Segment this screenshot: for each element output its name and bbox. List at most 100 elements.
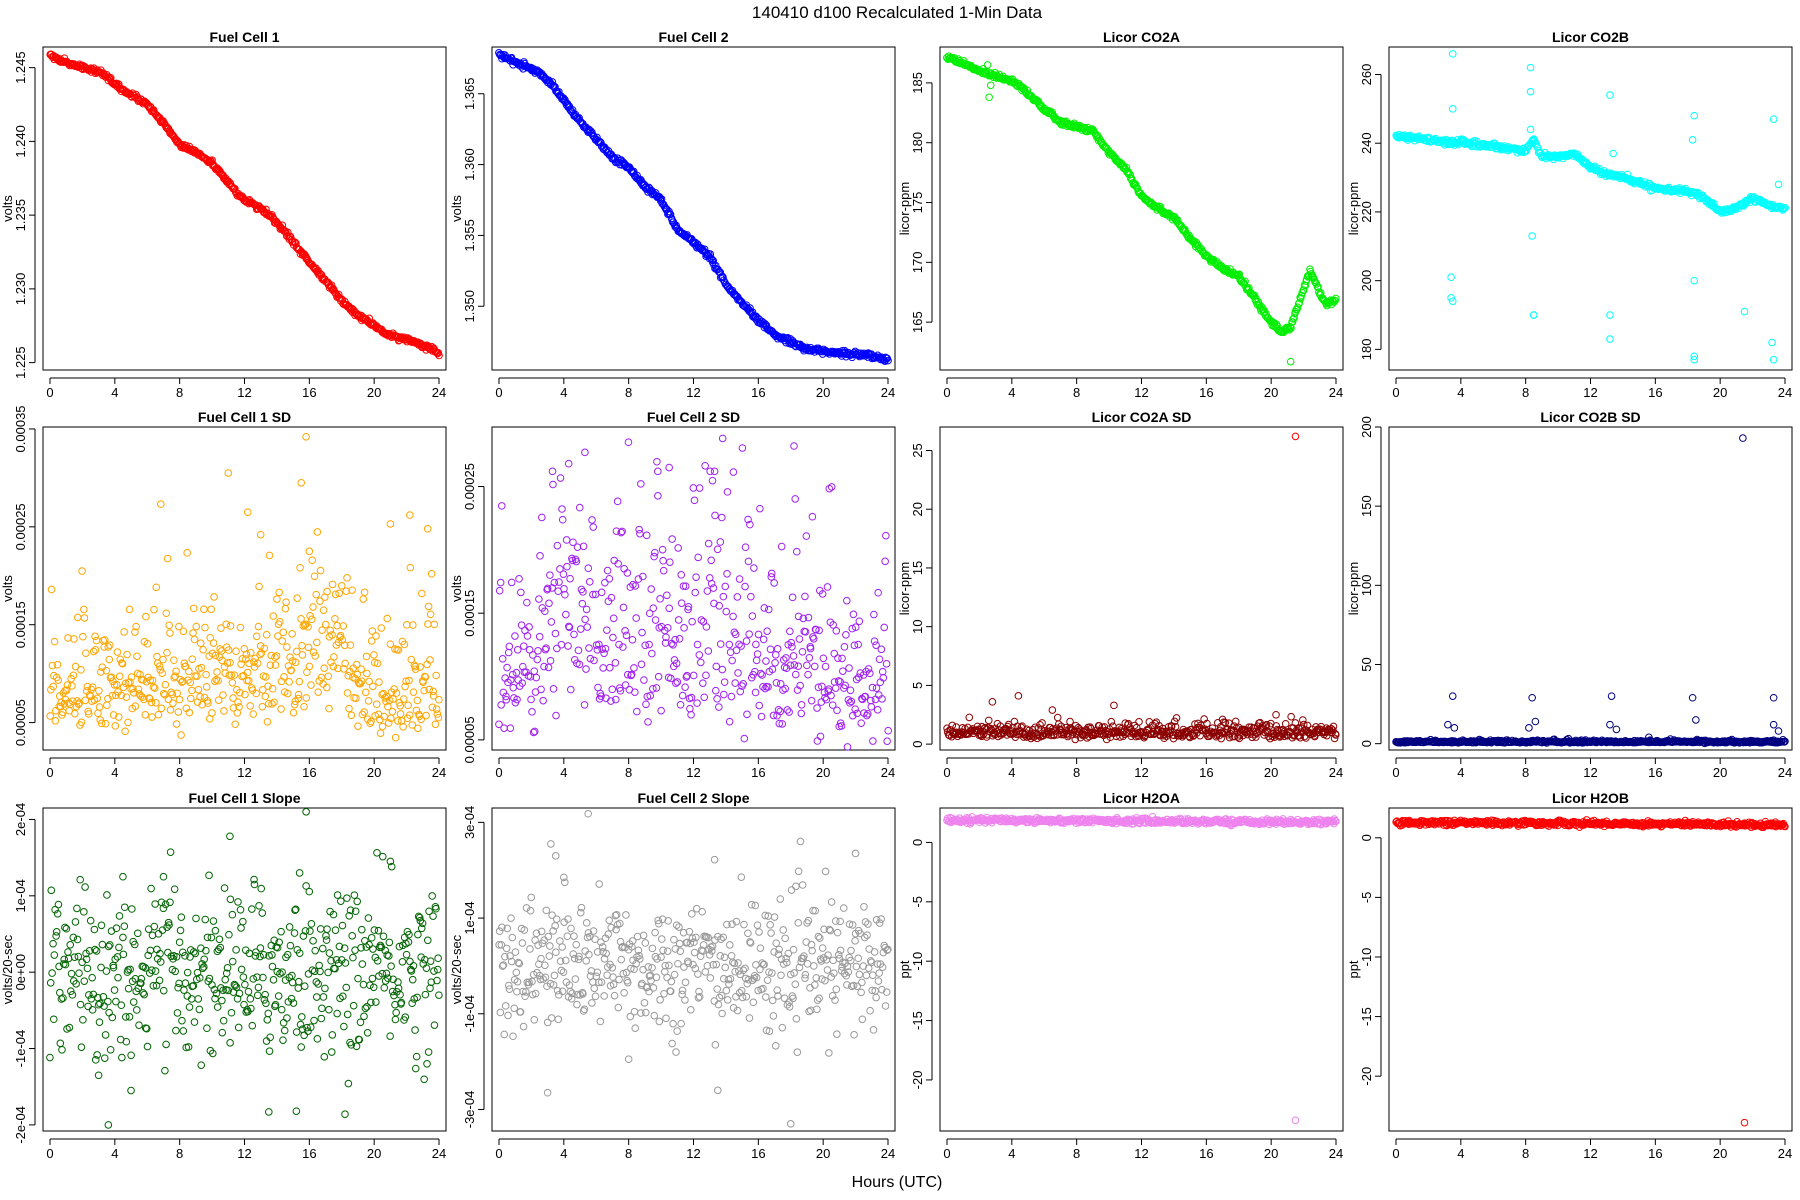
outlier-point	[305, 547, 314, 556]
data-point	[151, 900, 159, 908]
data-point	[645, 184, 654, 193]
data-point	[157, 500, 165, 508]
outlier-point	[1740, 307, 1749, 316]
data-point	[190, 1018, 199, 1026]
x-tick-label: 12	[237, 765, 251, 780]
data-point	[265, 551, 274, 560]
outlier-point	[1272, 710, 1280, 719]
data-point	[209, 917, 218, 925]
data-point	[224, 646, 233, 654]
data-point	[552, 87, 561, 96]
data-point	[428, 703, 437, 712]
data-point	[792, 547, 801, 556]
data-point	[265, 1047, 274, 1055]
data-point	[363, 1002, 371, 1011]
data-point	[360, 1012, 368, 1021]
data-point	[577, 585, 586, 594]
data-point	[279, 1018, 288, 1027]
data-point	[618, 527, 626, 536]
data-point	[49, 1015, 58, 1024]
data-point	[422, 711, 430, 720]
data-point	[435, 351, 443, 360]
data-point	[616, 686, 625, 695]
data-point	[175, 979, 183, 988]
data-point	[177, 731, 185, 739]
data-point	[106, 1045, 115, 1054]
data-point	[334, 664, 342, 673]
data-point	[497, 701, 505, 709]
data-point	[661, 639, 670, 647]
data-point	[542, 644, 550, 652]
data-point	[63, 681, 72, 689]
y-tick-label: 5	[910, 682, 925, 689]
data-point	[387, 962, 395, 970]
data-point	[77, 1043, 86, 1051]
data-point	[151, 967, 160, 975]
data-point	[729, 612, 737, 621]
data-point	[246, 995, 255, 1003]
data-point	[498, 654, 507, 663]
data-point	[123, 650, 131, 659]
data-point	[234, 898, 242, 906]
data-point	[343, 689, 352, 697]
data-point	[675, 634, 684, 643]
data-point	[333, 621, 341, 630]
data-point	[379, 932, 388, 941]
data-point	[304, 970, 313, 978]
panel-title: Fuel Cell 1	[209, 29, 279, 45]
data-point	[291, 658, 300, 667]
data-point	[329, 662, 338, 671]
data-point	[105, 641, 114, 650]
data-point	[870, 610, 878, 619]
data-point	[352, 694, 360, 702]
data-point	[735, 575, 744, 583]
data-point	[837, 722, 846, 730]
outlier-point	[581, 448, 589, 457]
data-point	[248, 905, 256, 913]
data-point	[119, 683, 128, 692]
data-point	[513, 646, 522, 654]
data-point	[615, 640, 623, 649]
data-point	[702, 671, 710, 680]
outlier-point	[406, 511, 414, 519]
outlier-point	[1607, 692, 1616, 700]
data-point	[122, 1037, 131, 1046]
data-point	[185, 667, 193, 676]
data-point	[517, 588, 525, 597]
data-point	[495, 720, 503, 729]
data-point	[124, 718, 132, 727]
data-point	[385, 938, 394, 947]
y-tick-label: 180	[910, 132, 925, 154]
data-point	[69, 933, 78, 942]
data-point	[169, 699, 177, 707]
data-point	[495, 586, 504, 595]
data-point	[764, 683, 772, 691]
data-point	[213, 668, 221, 676]
data-point	[504, 648, 513, 657]
data-point	[226, 895, 235, 904]
data-point	[133, 929, 142, 938]
data-point	[131, 628, 139, 636]
data-point	[221, 975, 230, 984]
data-point	[359, 595, 368, 603]
data-point	[1285, 325, 1294, 334]
data-point	[755, 701, 764, 710]
data-point	[310, 1016, 318, 1025]
data-point	[781, 684, 790, 693]
data-point	[854, 673, 863, 682]
data-point	[880, 623, 889, 632]
data-point	[575, 114, 583, 122]
data-point	[305, 887, 314, 896]
data-point	[1173, 216, 1182, 224]
data-point	[627, 671, 635, 680]
data-point	[266, 661, 275, 669]
data-point	[803, 661, 811, 670]
x-tick-label: 4	[1457, 385, 1464, 400]
data-point	[597, 692, 605, 700]
data-point	[347, 711, 356, 720]
data-point	[421, 673, 430, 681]
data-point	[827, 483, 836, 491]
data-point	[822, 695, 831, 704]
data-point	[1317, 289, 1325, 297]
data-point	[663, 624, 672, 632]
